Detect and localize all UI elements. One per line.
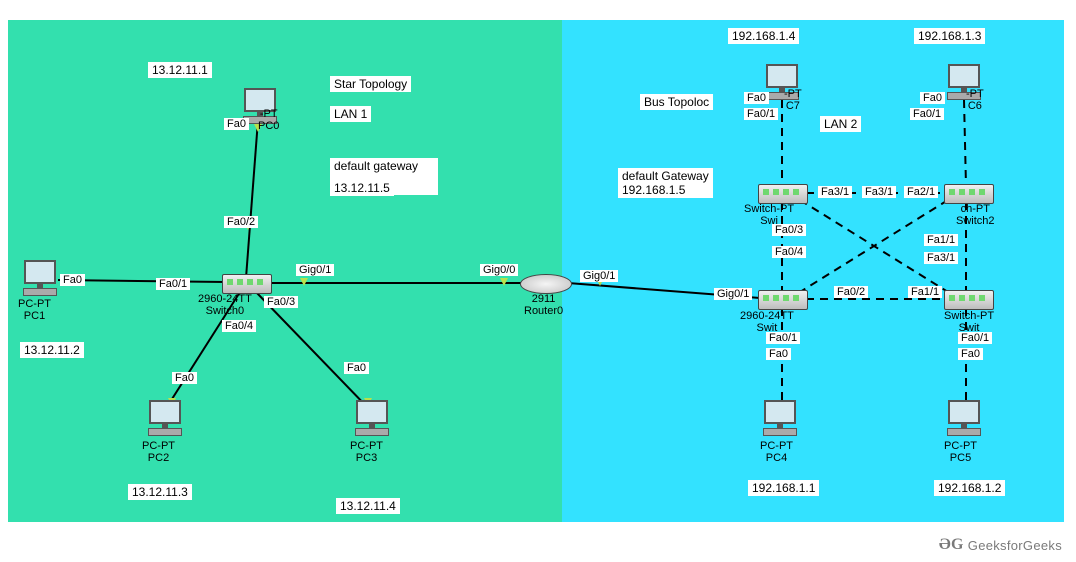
star-topology-label: Star Topology <box>330 76 411 92</box>
pc3-fa0: Fa0 <box>344 362 369 374</box>
dg-right: default Gateway 192.168.1.5 <box>618 168 713 198</box>
pc0-label: -PTPC0 <box>258 108 279 132</box>
watermark-text: GeeksforGeeks <box>968 538 1062 553</box>
sw1-f03: Fa0/3 <box>772 224 806 236</box>
gig01-l: Gig0/1 <box>296 264 334 276</box>
gig01-r: Gig0/1 <box>580 270 618 282</box>
switch1-icon <box>758 184 808 204</box>
sw3-f02: Fa0/2 <box>834 286 868 298</box>
router0-label: 2911Router0 <box>524 293 563 317</box>
pc2-fa0: Fa0 <box>172 372 197 384</box>
pc1-fa0: Fa0 <box>60 274 85 286</box>
lan1-label: LAN 1 <box>330 106 371 122</box>
pc7-ip: 192.168.1.4 <box>728 28 799 44</box>
switch2-label: ch-PTSwitch2 <box>956 203 995 227</box>
fa21: Fa2/1 <box>904 186 938 198</box>
pc2-ip: 13.12.11.3 <box>128 484 192 500</box>
switch2-icon <box>944 184 994 204</box>
fa31-b: Fa3/1 <box>862 186 896 198</box>
switch0-icon <box>222 274 272 294</box>
pc3-label: PC-PTPC3 <box>350 440 383 464</box>
pc6-fa0: Fa0 <box>920 92 945 104</box>
router0-icon <box>520 274 572 294</box>
watermark: ƏG GeeksforGeeks <box>939 536 1062 554</box>
sw0-f04: Fa0/4 <box>222 320 256 332</box>
pc6-fa01: Fa0/1 <box>910 108 944 120</box>
gg-logo-icon: ƏG <box>939 536 964 554</box>
pc7-fa0: Fa0 <box>744 92 769 104</box>
pc0-fa0: Fa0 <box>224 118 249 130</box>
lan2-label: LAN 2 <box>820 116 861 132</box>
pc1-icon <box>20 260 60 300</box>
diagram-canvas: -PTPC0 PC-PTPC1 PC-PTPC2 PC-PTPC3 2960-2… <box>0 0 1076 562</box>
sw3-fa0: Fa0 <box>766 348 791 360</box>
pc3-icon <box>352 400 392 440</box>
switch4-label: Switch-PTSwit <box>944 310 994 334</box>
pc4-ip: 192.168.1.1 <box>748 480 819 496</box>
pc4-icon <box>760 400 800 440</box>
switch0-label: 2960-24TTSwitch0 <box>198 293 252 317</box>
sw0-f02: Fa0/2 <box>224 216 258 228</box>
sw1-f04: Fa0/4 <box>772 246 806 258</box>
pc5-icon <box>944 400 984 440</box>
dg-left-ip: 13.12.11.5 <box>330 180 394 196</box>
pc2-label: PC-PTPC2 <box>142 440 175 464</box>
switch3-icon <box>758 290 808 310</box>
sw4-fa0: Fa0 <box>958 348 983 360</box>
pc4-label: PC-PTPC4 <box>760 440 793 464</box>
pc3-ip: 13.12.11.4 <box>336 498 400 514</box>
sw3-f01: Fa0/1 <box>766 332 800 344</box>
switch4-icon <box>944 290 994 310</box>
pc6-ip: 192.168.1.3 <box>914 28 985 44</box>
sw4-f01: Fa0/1 <box>958 332 992 344</box>
pc5-label: PC-PTPC5 <box>944 440 977 464</box>
fa11-b: Fa1/1 <box>908 286 942 298</box>
pc7-fa01: Fa0/1 <box>744 108 778 120</box>
bus-topology-label: Bus Topoloc <box>640 94 713 110</box>
sw0-f03: Fa0/3 <box>264 296 298 308</box>
pc6-label: -PTC6 <box>966 88 984 112</box>
gig00: Gig0/0 <box>480 264 518 276</box>
sw3-gig01: Gig0/1 <box>714 288 752 300</box>
sw0-f01: Fa0/1 <box>156 278 190 290</box>
pc0-ip: 13.12.11.1 <box>148 62 212 78</box>
pc5-ip: 192.168.1.2 <box>934 480 1005 496</box>
switch3-label: 2960-24TTSwit <box>740 310 794 334</box>
fa11-a: Fa1/1 <box>924 234 958 246</box>
fa31-c: Fa3/1 <box>924 252 958 264</box>
pc1-label: PC-PTPC1 <box>18 298 51 322</box>
pc1-ip: 13.12.11.2 <box>20 342 84 358</box>
pc2-icon <box>145 400 185 440</box>
fa31-a: Fa3/1 <box>818 186 852 198</box>
pc7-label: -PTC7 <box>784 88 802 112</box>
